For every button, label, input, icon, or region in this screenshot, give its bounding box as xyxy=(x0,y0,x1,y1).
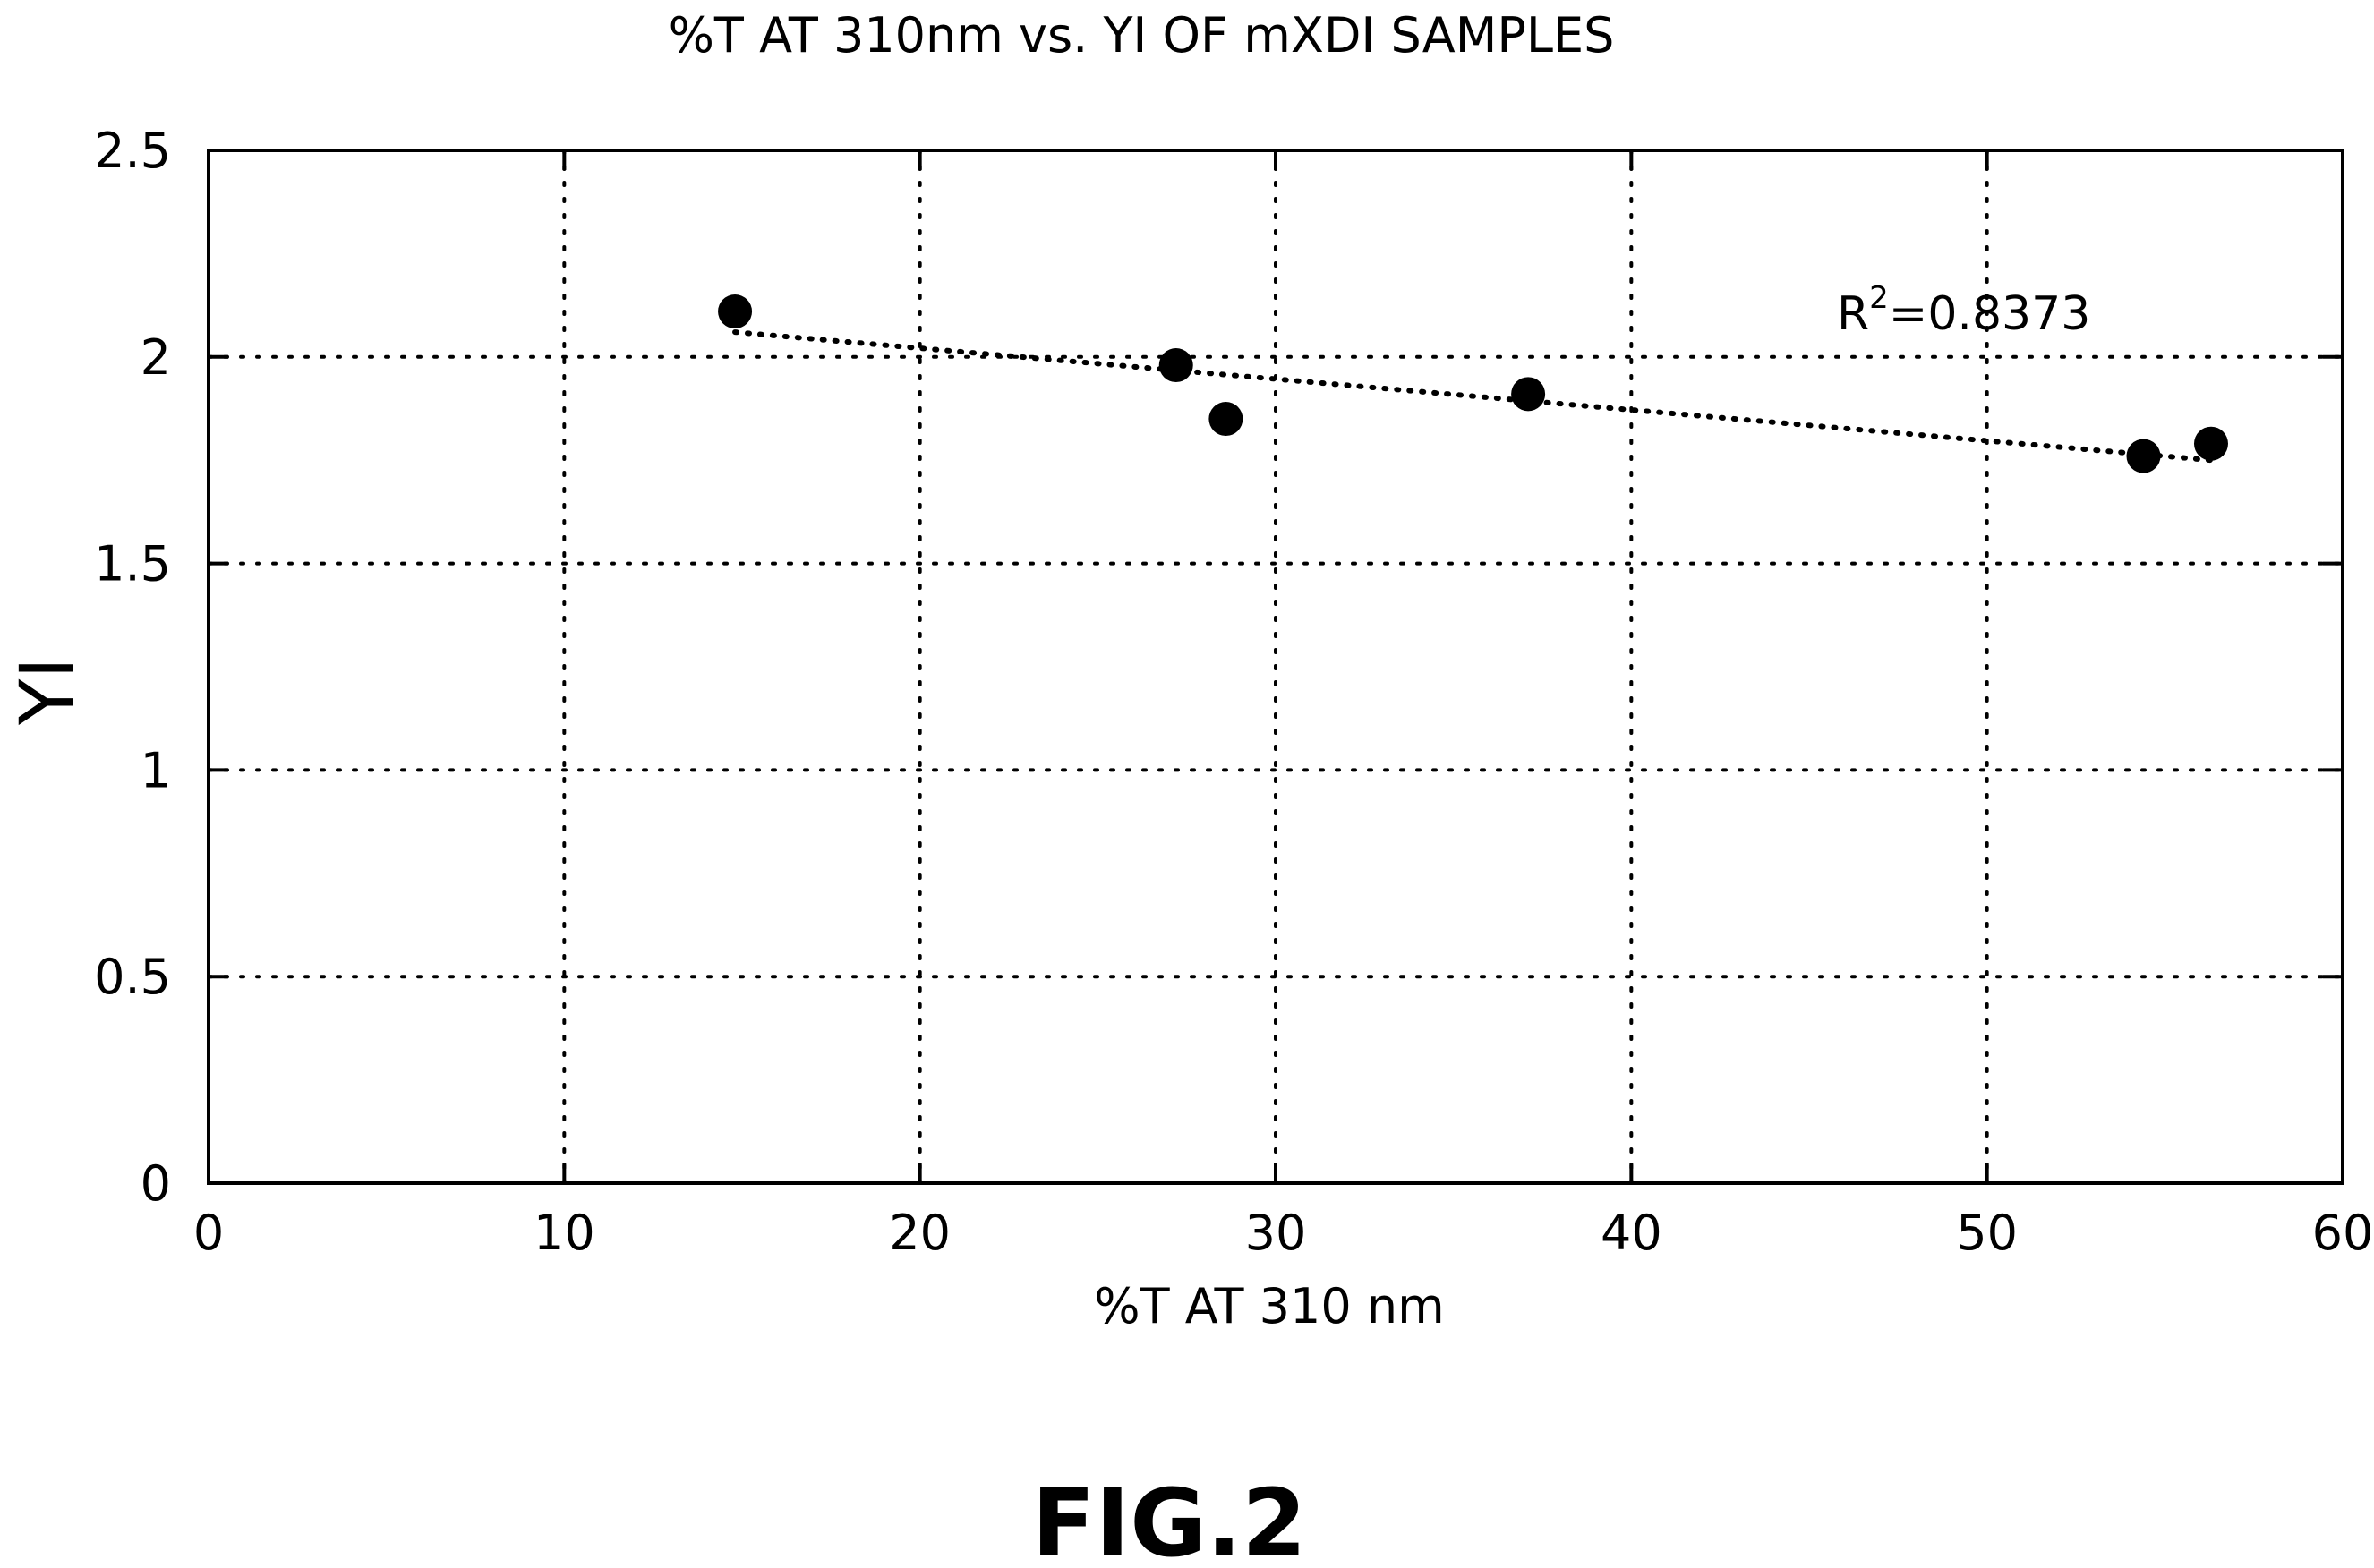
figure-label: FIG.2 xyxy=(1032,1469,1307,1568)
y-tick-label: 0.5 xyxy=(94,949,171,1005)
y-tick-label: 1 xyxy=(141,742,171,798)
y-tick-label: 2.5 xyxy=(94,123,171,179)
data-point xyxy=(1158,348,1193,383)
data-points xyxy=(718,294,2228,473)
y-tick-label: 0 xyxy=(141,1155,171,1212)
x-axis-label: %T AT 310 nm xyxy=(1094,1278,1444,1334)
x-tick-label: 60 xyxy=(2312,1205,2374,1261)
data-point xyxy=(1208,402,1243,437)
x-tick-label: 50 xyxy=(1956,1205,2018,1261)
x-tick-label: 10 xyxy=(534,1205,595,1261)
trendline-layer xyxy=(732,329,2214,464)
y-axis-ticks: 0 0.5 1 1.5 2 2.5 xyxy=(94,123,2343,1212)
grid-lines xyxy=(207,149,2344,1185)
r-squared-annotation: R2=0.8373 xyxy=(1837,280,2090,341)
x-tick-label: 40 xyxy=(1601,1205,1662,1261)
x-tick-label: 30 xyxy=(1245,1205,1307,1261)
chart-title: %T AT 310nm vs. YI OF mXDI SAMPLES xyxy=(669,7,1615,64)
y-tick-label: 1.5 xyxy=(94,536,171,592)
x-tick-label: 0 xyxy=(193,1205,224,1261)
r-squared-value: =0.8373 xyxy=(1889,287,2091,341)
y-axis-label: YI xyxy=(4,657,91,726)
trendline xyxy=(732,329,2214,464)
data-point xyxy=(2126,439,2161,473)
y-tick-label: 2 xyxy=(141,329,171,386)
data-point xyxy=(2193,426,2228,461)
data-point xyxy=(718,294,753,329)
r-squared-superscript: 2 xyxy=(1869,280,1889,316)
r-squared-base: R xyxy=(1837,287,1869,341)
x-axis-ticks: 0 10 20 30 40 50 60 xyxy=(193,150,2374,1261)
x-tick-label: 20 xyxy=(889,1205,951,1261)
data-point xyxy=(1511,377,1546,412)
